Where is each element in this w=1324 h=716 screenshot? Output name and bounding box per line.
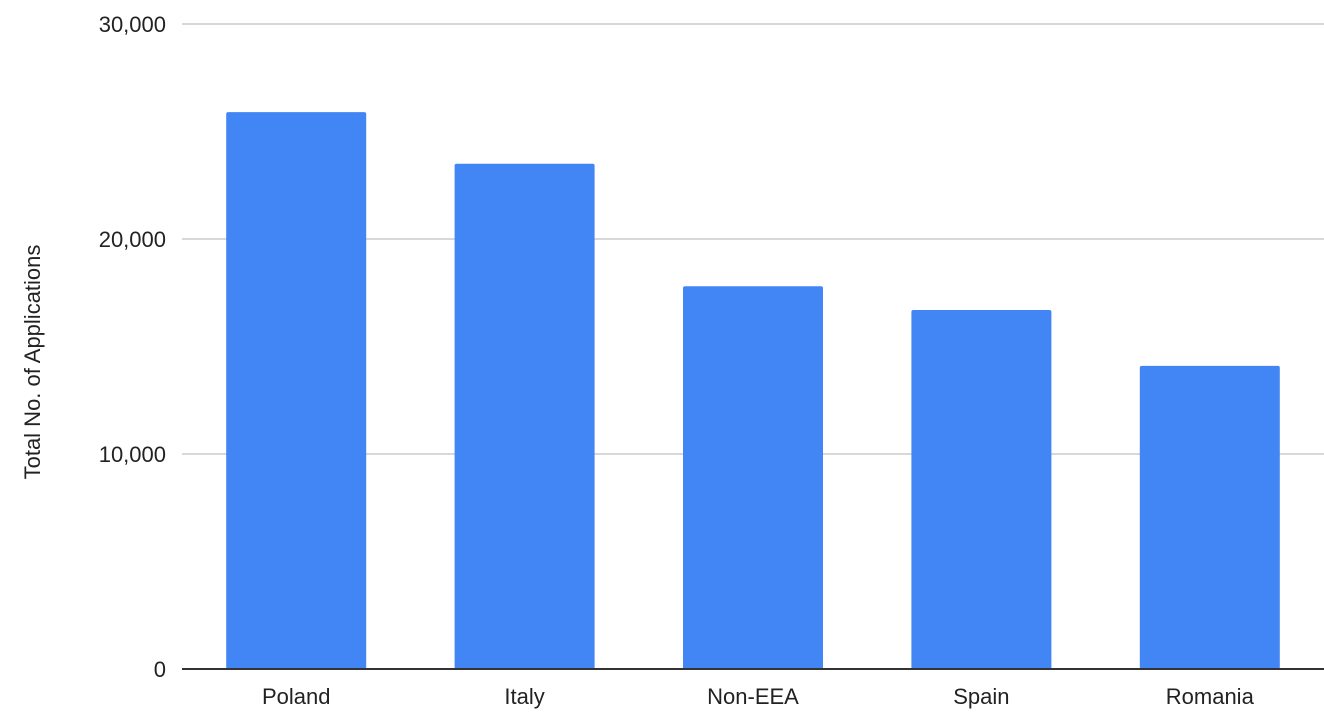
bars xyxy=(226,112,1280,669)
bar-romania xyxy=(1139,365,1280,669)
y-tick-label: 30,000 xyxy=(99,12,166,37)
x-tick-label: Poland xyxy=(262,684,331,709)
x-tick-label: Spain xyxy=(953,684,1009,709)
bar-poland xyxy=(226,112,367,669)
y-tick-labels: 0 10,000 20,000 30,000 xyxy=(99,12,166,682)
y-tick-label: 0 xyxy=(154,657,166,682)
bar-italy xyxy=(454,163,595,669)
y-tick-label: 10,000 xyxy=(99,442,166,467)
y-axis-title: Total No. of Applications xyxy=(20,245,45,480)
bar-spain xyxy=(911,309,1052,669)
x-tick-label: Italy xyxy=(504,684,544,709)
x-tick-labels: Poland Italy Non-EEA Spain Romania xyxy=(262,684,1255,709)
bar-non-eea xyxy=(683,286,823,669)
x-tick-label: Non-EEA xyxy=(707,684,799,709)
x-tick-label: Romania xyxy=(1166,684,1255,709)
y-tick-label: 20,000 xyxy=(99,227,166,252)
